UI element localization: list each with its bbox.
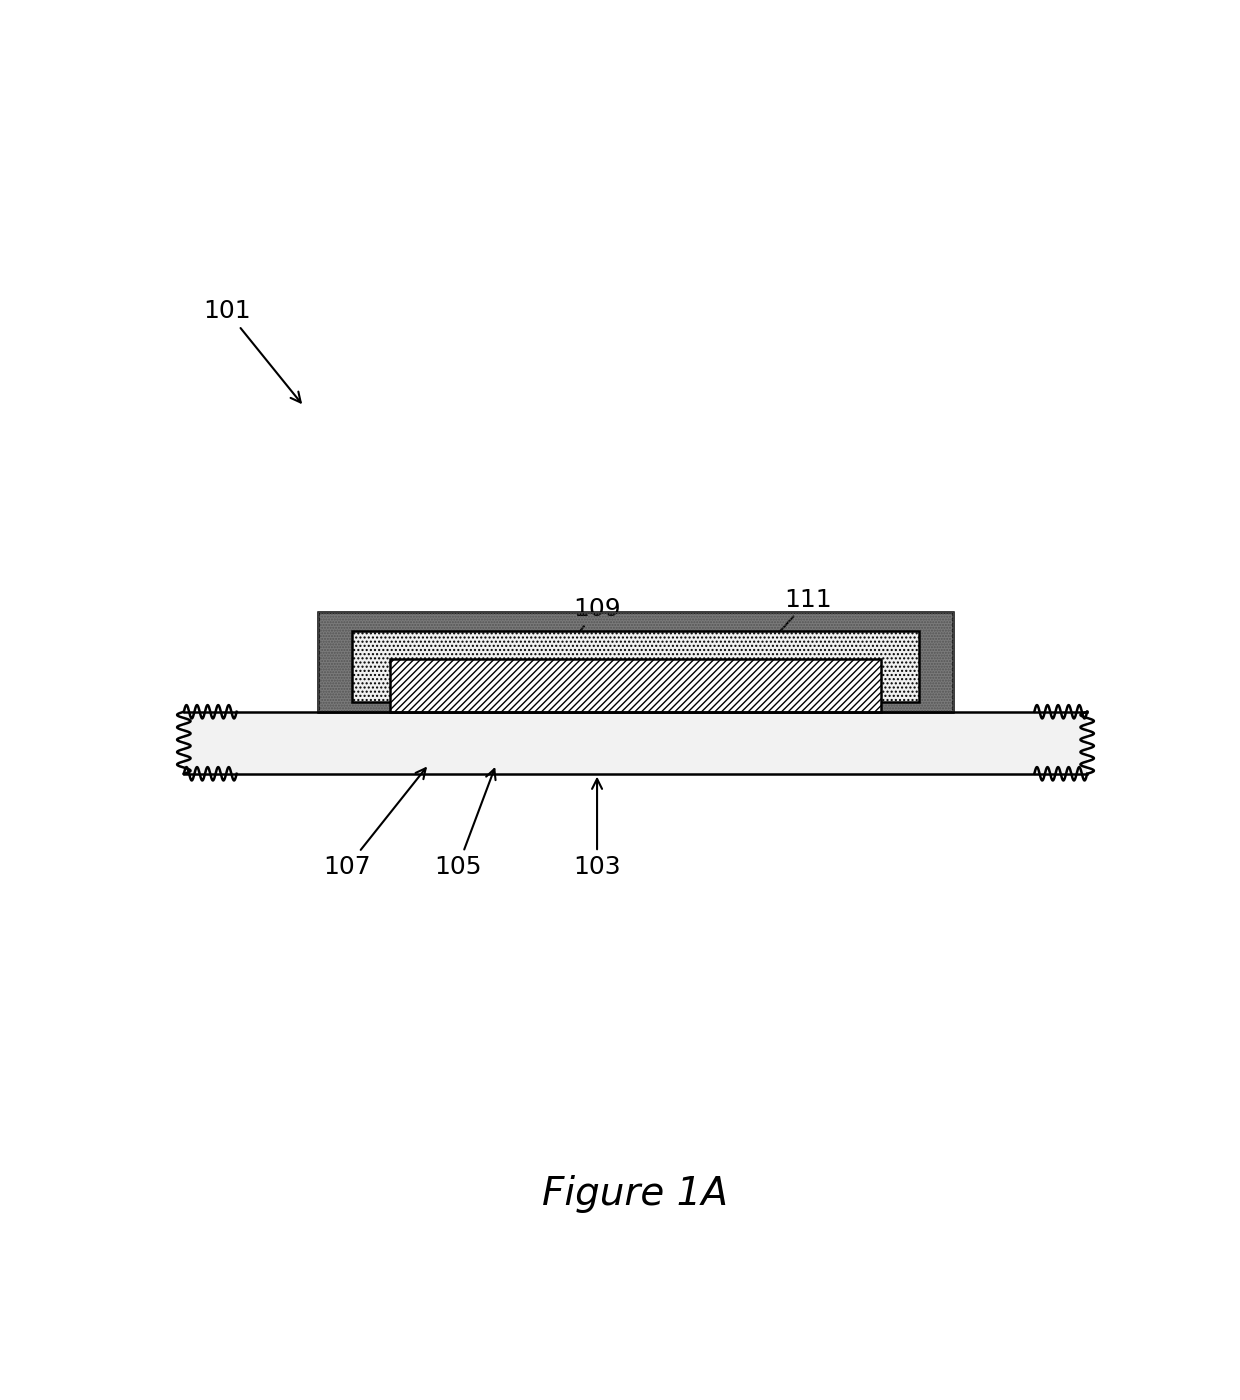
Text: 107: 107 <box>324 769 425 879</box>
Bar <box>352 630 919 703</box>
Bar <box>391 659 880 711</box>
Text: 101: 101 <box>203 300 301 403</box>
Text: 105: 105 <box>434 769 496 879</box>
Bar <box>319 612 952 711</box>
Text: 109: 109 <box>562 598 621 655</box>
Bar <box>319 612 952 711</box>
Text: 103: 103 <box>573 778 621 879</box>
Text: 111: 111 <box>754 588 832 661</box>
Text: Figure 1A: Figure 1A <box>543 1175 729 1212</box>
Bar <box>184 711 1087 774</box>
